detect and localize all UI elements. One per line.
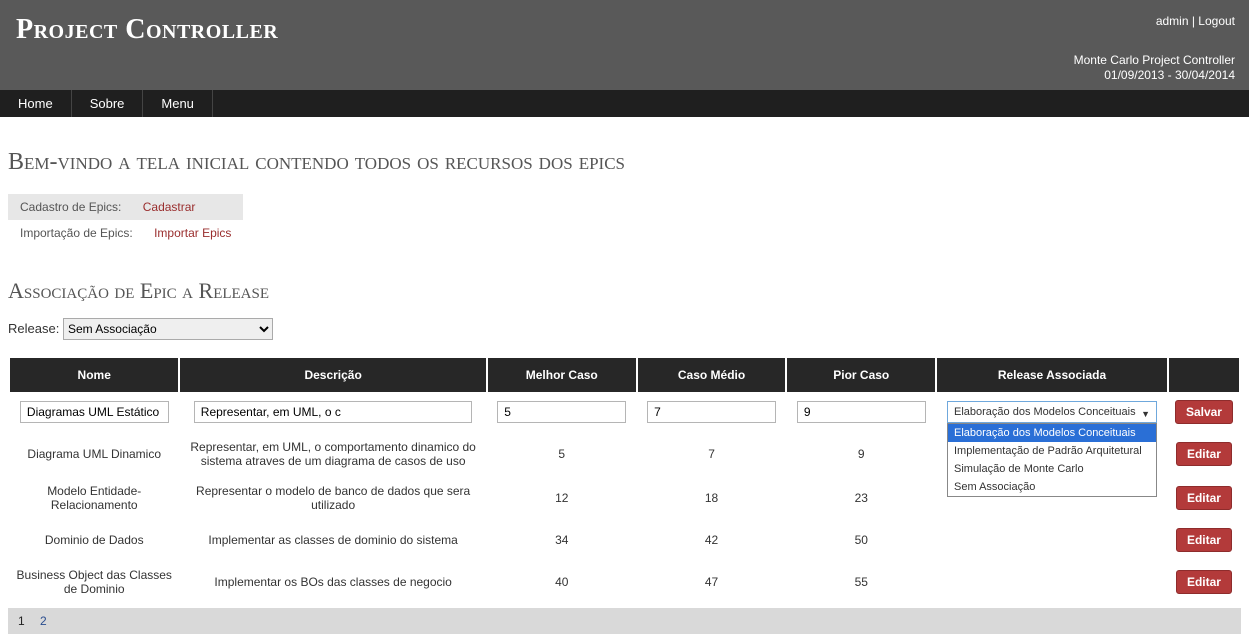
edit-melhor-input[interactable] — [497, 401, 626, 423]
project-name: Monte Carlo Project Controller — [1074, 53, 1235, 69]
epics-table: Nome Descrição Melhor Caso Caso Médio Pi… — [8, 358, 1241, 604]
table-row: Business Object das Classes de Dominio I… — [10, 560, 1239, 604]
project-dates: 01/09/2013 - 30/04/2014 — [1074, 68, 1235, 84]
user-area: admin | Logout — [1156, 14, 1235, 28]
epic-actions: Cadastro de Epics: Cadastrar Importação … — [8, 194, 243, 246]
page-heading: Bem-vindo a tela inicial contendo todos … — [8, 149, 1241, 176]
cell-descricao: Representar, em UML, o comportamento din… — [180, 432, 485, 476]
table-row: Dominio de Dados Implementar as classes … — [10, 520, 1239, 560]
release-option[interactable]: Sem Associação — [948, 478, 1156, 496]
cell-medio: 42 — [638, 520, 786, 560]
navbar: Home Sobre Menu — [0, 90, 1249, 117]
table-edit-row: Elaboração dos Modelos Conceituais Elabo… — [10, 392, 1239, 432]
table-header-row: Nome Descrição Melhor Caso Caso Médio Pi… — [10, 358, 1239, 392]
cell-nome: Diagrama UML Dinamico — [10, 432, 178, 476]
th-melhor: Melhor Caso — [488, 358, 636, 392]
user-separator: | — [1189, 14, 1199, 28]
assoc-heading: Associação de Epic a Release — [8, 278, 1241, 304]
cell-medio: 47 — [638, 560, 786, 604]
cell-melhor: 12 — [488, 476, 636, 520]
register-epics-label: Cadastro de Epics: — [20, 200, 121, 214]
cell-melhor: 5 — [488, 432, 636, 476]
th-actions — [1169, 358, 1239, 392]
cell-descricao: Implementar os BOs das classes de negoci… — [180, 560, 485, 604]
release-dropdown: Elaboração dos Modelos Conceituais Imple… — [947, 423, 1157, 497]
nav-menu[interactable]: Menu — [143, 90, 213, 117]
edit-pior-input[interactable] — [797, 401, 926, 423]
pager-current: 1 — [18, 614, 25, 628]
release-label: Release: — [8, 321, 59, 336]
import-epics-label: Importação de Epics: — [20, 226, 133, 240]
cell-medio: 18 — [638, 476, 786, 520]
register-epics-link[interactable]: Cadastrar — [143, 200, 196, 214]
edit-button[interactable]: Editar — [1176, 486, 1232, 510]
cell-pior: 55 — [787, 560, 935, 604]
th-release: Release Associada — [937, 358, 1167, 392]
th-descricao: Descrição — [180, 358, 485, 392]
cell-descricao: Implementar as classes de dominio do sis… — [180, 520, 485, 560]
edit-button[interactable]: Editar — [1176, 570, 1232, 594]
top-banner: Project Controller admin | Logout Monte … — [0, 0, 1249, 90]
th-nome: Nome — [10, 358, 178, 392]
cell-pior: 9 — [787, 432, 935, 476]
cell-descricao: Representar o modelo de banco de dados q… — [180, 476, 485, 520]
cell-medio: 7 — [638, 432, 786, 476]
cell-nome: Modelo Entidade-Relacionamento — [10, 476, 178, 520]
cell-melhor: 40 — [488, 560, 636, 604]
edit-button[interactable]: Editar — [1176, 442, 1232, 466]
pager-link[interactable]: 2 — [40, 614, 47, 628]
project-meta: Monte Carlo Project Controller 01/09/201… — [1074, 53, 1235, 84]
import-epics-link[interactable]: Importar Epics — [154, 226, 231, 240]
pager: 1 2 — [8, 608, 1241, 634]
release-select[interactable]: Sem Associação — [63, 318, 273, 340]
cell-pior: 50 — [787, 520, 935, 560]
release-filter: Release: Sem Associação — [8, 318, 1241, 340]
edit-medio-input[interactable] — [647, 401, 776, 423]
cell-pior: 23 — [787, 476, 935, 520]
edit-release-select[interactable]: Elaboração dos Modelos Conceituais — [947, 401, 1157, 423]
edit-descricao-input[interactable] — [194, 401, 473, 423]
nav-home[interactable]: Home — [0, 90, 72, 117]
logout-link[interactable]: Logout — [1198, 14, 1235, 28]
th-medio: Caso Médio — [638, 358, 786, 392]
cell-melhor: 34 — [488, 520, 636, 560]
app-title: Project Controller — [16, 14, 1233, 46]
release-option[interactable]: Elaboração dos Modelos Conceituais — [948, 424, 1156, 442]
edit-nome-input[interactable] — [20, 401, 169, 423]
cell-nome: Dominio de Dados — [10, 520, 178, 560]
edit-button[interactable]: Editar — [1176, 528, 1232, 552]
th-pior: Pior Caso — [787, 358, 935, 392]
release-option[interactable]: Simulação de Monte Carlo — [948, 460, 1156, 478]
save-button[interactable]: Salvar — [1175, 400, 1233, 424]
release-option[interactable]: Implementação de Padrão Arquitetural — [948, 442, 1156, 460]
cell-nome: Business Object das Classes de Dominio — [10, 560, 178, 604]
nav-about[interactable]: Sobre — [72, 90, 144, 117]
user-link[interactable]: admin — [1156, 14, 1189, 28]
